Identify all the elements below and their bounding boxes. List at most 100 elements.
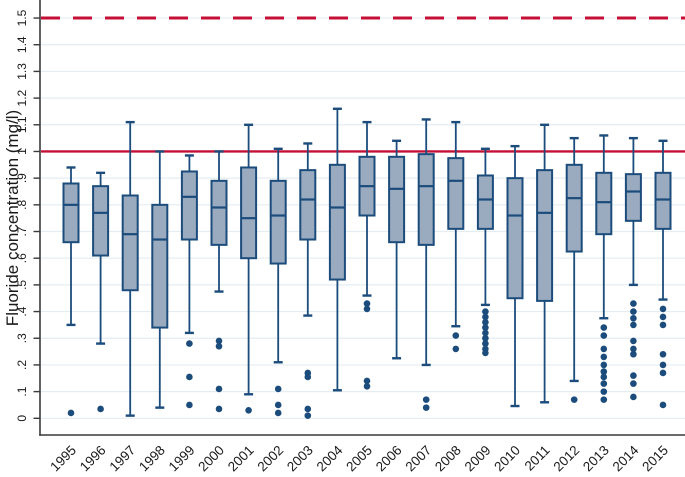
outlier-dot: [482, 324, 489, 331]
x-tick-label: 2011: [522, 443, 553, 474]
box-group-2014: [624, 136, 642, 401]
x-tick-label: 1999: [166, 443, 198, 475]
outlier-dot: [600, 324, 608, 331]
outlier-dot: [274, 401, 282, 409]
box-group-2012: [565, 136, 583, 403]
outlier-dot: [659, 313, 667, 321]
x-tick-label: 2002: [254, 443, 286, 475]
outlier-dot: [659, 361, 667, 369]
x-tick-label: 2007: [402, 443, 434, 475]
outlier-dot: [452, 345, 460, 353]
outlier-dot: [215, 337, 223, 345]
outlier-dot: [630, 350, 637, 358]
iqr-box: [180, 170, 198, 241]
box-group-1996: [92, 171, 110, 413]
y-tick-label: .6: [15, 253, 29, 263]
x-tick-label: 2009: [462, 443, 494, 475]
outlier-dot: [186, 340, 193, 347]
outlier-dot: [630, 321, 637, 329]
box-group-2010: [506, 144, 524, 408]
outlier-dot: [630, 380, 637, 387]
outlier-dot: [600, 332, 608, 339]
outlier-dot: [186, 401, 193, 409]
box-group-2011: [536, 123, 554, 404]
outlier-dot: [659, 305, 667, 313]
box-group-1997: [121, 120, 139, 417]
x-tick-label: 2008: [432, 443, 464, 475]
iqr-box: [476, 174, 494, 230]
y-tick-label: .8: [15, 200, 29, 210]
iqr-box: [536, 169, 554, 302]
outlier-dot: [422, 404, 430, 411]
outlier-dot: [274, 409, 282, 417]
iqr-box: [447, 157, 465, 230]
outlier-dot: [659, 369, 667, 377]
box-group-1998: [151, 150, 169, 409]
outlier-dot: [482, 349, 489, 357]
box-group-2007: [417, 118, 435, 411]
x-tick-label: 1998: [136, 443, 168, 475]
iqr-box: [269, 179, 287, 265]
outlier-dot: [304, 412, 312, 419]
iqr-box: [328, 163, 346, 281]
x-tick-label: 1996: [77, 443, 109, 475]
iqr-box: [595, 171, 613, 236]
outlier-dot: [186, 373, 193, 381]
iqr-box: [62, 182, 80, 244]
outlier-dot: [304, 405, 312, 413]
iqr-box: [240, 166, 258, 260]
outlier-dot: [363, 305, 371, 313]
outlier-dot: [600, 345, 608, 353]
outlier-dot: [363, 377, 371, 385]
outlier-dot: [659, 401, 667, 409]
outlier-dot: [659, 350, 667, 358]
x-tick-label: 2006: [373, 443, 405, 475]
outlier-dot: [97, 405, 104, 413]
outlier-dot: [600, 368, 608, 375]
outlier-dot: [482, 318, 489, 326]
outlier-dot: [630, 372, 637, 379]
outlier-dot: [600, 373, 608, 381]
outlier-dot: [630, 345, 637, 353]
x-tick-label: 2015: [639, 443, 671, 475]
x-tick-label: 2005: [343, 443, 375, 475]
x-tick-label: 2014: [610, 442, 642, 474]
outlier-dot: [215, 405, 223, 413]
box-group-2015: [654, 139, 672, 409]
y-tick-label: .9: [15, 173, 29, 183]
x-tick-label: 2001: [225, 443, 257, 475]
box-group-2013: [595, 134, 613, 403]
outlier-dot: [600, 396, 608, 403]
outlier-dot: [422, 396, 430, 403]
y-tick-label: .3: [15, 333, 29, 343]
outlier-dot: [452, 332, 460, 339]
box-group-2000: [210, 150, 228, 413]
x-tick-label: 2003: [284, 443, 316, 475]
outlier-dot: [482, 340, 489, 347]
outlier-dot: [600, 388, 608, 395]
box-group-1999: [180, 154, 198, 409]
iqr-box: [565, 163, 583, 253]
iqr-box: [210, 179, 228, 246]
x-tick-label: 2012: [550, 443, 582, 475]
y-tick-label: 1.3: [15, 63, 29, 80]
box-group-1995: [62, 166, 80, 417]
outlier-dot: [600, 353, 608, 361]
outlier-dot: [630, 393, 637, 401]
y-tick-label: 1.4: [15, 36, 29, 53]
iqr-box: [417, 153, 435, 246]
outlier-dot: [630, 314, 637, 322]
box-group-2004: [328, 107, 346, 392]
iqr-box: [92, 185, 110, 257]
outlier-dot: [570, 396, 578, 403]
y-tick-label: .1: [15, 386, 29, 396]
iqr-box: [654, 171, 672, 230]
iqr-box: [624, 173, 642, 222]
outlier-dot: [215, 385, 223, 393]
box-group-2003: [299, 142, 317, 419]
y-tick-label: .2: [15, 360, 29, 370]
outlier-dot: [600, 380, 608, 387]
outlier-dot: [363, 382, 371, 390]
